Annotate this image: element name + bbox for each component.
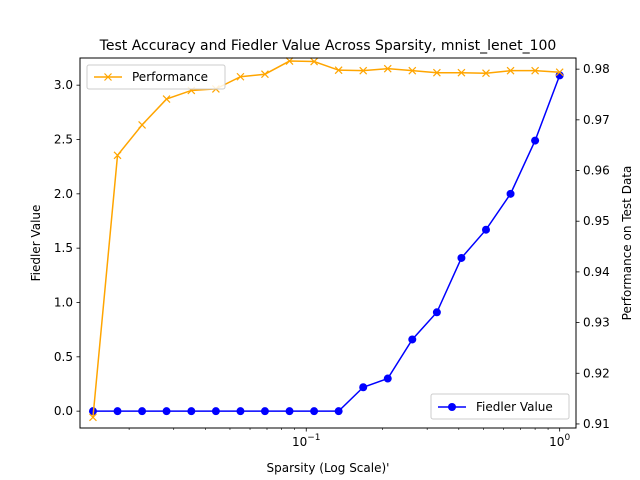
y-axis-right: 0.91 0.92 0.93 0.94 0.95 0.96 0.97 0.98 <box>576 62 610 431</box>
series-layer <box>88 57 564 422</box>
y-left-tick-label-2: 1.0 <box>54 295 73 309</box>
point-performance-8 <box>285 57 294 65</box>
point-performance-6 <box>236 72 245 81</box>
point-fiedler-value-2 <box>138 407 147 416</box>
point-fiedler-value-16 <box>481 225 490 234</box>
plot-frame <box>79 57 577 429</box>
point-fiedler-value-1 <box>113 407 122 416</box>
point-fiedler-value-8 <box>285 407 294 416</box>
y-right-tick-label-1: 0.92 <box>583 366 610 380</box>
point-performance-14 <box>432 68 441 77</box>
point-fiedler-value-11 <box>359 383 368 392</box>
y-left-tick-label-4: 2.0 <box>54 187 73 201</box>
point-performance-19 <box>555 68 564 77</box>
point-performance-12 <box>383 64 392 73</box>
x-axis: 10−1 100 <box>128 428 570 449</box>
x-tick-label-1: 100 <box>549 433 570 449</box>
y-right-tick-label-7: 0.98 <box>583 62 610 76</box>
point-performance-2 <box>138 120 147 129</box>
y-right-tick-label-4: 0.95 <box>583 214 610 228</box>
legend-fiedler-label: Fiedler Value <box>476 400 553 414</box>
y-left-tick-label-1: 0.5 <box>54 350 73 364</box>
x-axis-label: Sparsity (Log Scale)' <box>267 461 390 475</box>
point-fiedler-value-12 <box>383 374 392 383</box>
legend-performance-marker <box>104 73 112 81</box>
chart-title: Test Accuracy and Fiedler Value Across S… <box>99 38 557 54</box>
point-fiedler-value-10 <box>334 407 343 416</box>
point-fiedler-value-13 <box>408 335 417 344</box>
point-performance-13 <box>408 66 417 75</box>
point-performance-18 <box>531 66 540 75</box>
series-line-performance <box>92 60 560 418</box>
point-performance-17 <box>506 66 515 75</box>
point-fiedler-value-4 <box>187 407 196 416</box>
y-axis-right-label: Performance on Test Data <box>620 166 634 321</box>
y-left-tick-label-6: 3.0 <box>54 78 73 92</box>
legend-fiedler-marker <box>448 403 456 411</box>
point-fiedler-value-9 <box>310 407 319 416</box>
y-right-tick-label-2: 0.93 <box>583 316 610 330</box>
point-fiedler-value-6 <box>236 407 245 416</box>
point-performance-15 <box>457 68 466 77</box>
point-performance-7 <box>261 70 269 79</box>
point-fiedler-value-15 <box>457 253 466 262</box>
point-performance-0 <box>89 413 97 422</box>
x-tick-label-0: 10−1 <box>292 433 321 449</box>
point-performance-11 <box>359 66 368 75</box>
y-right-tick-label-5: 0.96 <box>583 164 610 178</box>
point-performance-1 <box>113 151 122 160</box>
point-fiedler-value-18 <box>531 136 540 145</box>
point-fiedler-value-7 <box>260 407 269 416</box>
y-left-tick-label-5: 2.5 <box>54 132 73 146</box>
y-left-tick-label-3: 1.5 <box>54 241 73 255</box>
point-performance-3 <box>162 95 171 103</box>
point-performance-10 <box>334 66 343 75</box>
point-fiedler-value-5 <box>211 407 220 416</box>
legend-performance: Performance <box>86 64 226 90</box>
y-right-tick-label-3: 0.94 <box>583 265 610 279</box>
point-fiedler-value-3 <box>162 407 171 416</box>
y-left-tick-label-0: 0.0 <box>54 404 73 418</box>
y-right-tick-label-0: 0.91 <box>583 417 610 431</box>
y-axis-left-label: Fiedler Value <box>29 205 43 282</box>
legend-fiedler-box <box>430 393 570 420</box>
point-fiedler-value-17 <box>506 189 515 198</box>
point-fiedler-value-14 <box>432 308 441 317</box>
legend-performance-box <box>86 64 226 90</box>
point-performance-9 <box>310 57 319 66</box>
y-right-tick-label-6: 0.97 <box>583 113 610 127</box>
y-axis-left: 0.0 0.5 1.0 1.5 2.0 2.5 3.0 <box>54 78 80 418</box>
series-line-fiedler-value <box>92 75 561 412</box>
point-performance-16 <box>482 69 490 78</box>
legend-performance-label: Performance <box>132 70 208 84</box>
legend-fiedler: Fiedler Value <box>430 393 570 420</box>
